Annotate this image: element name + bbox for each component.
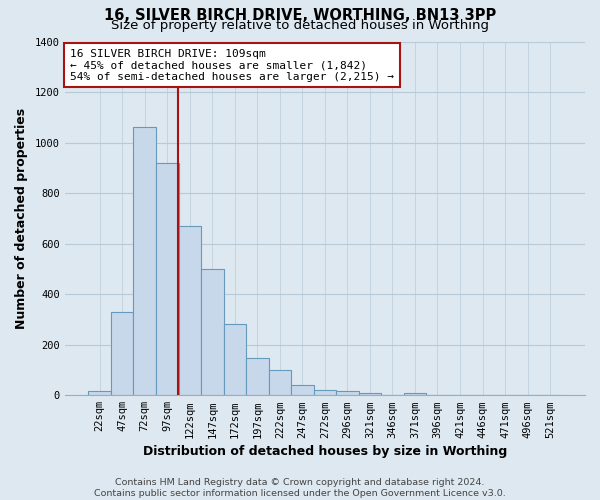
Bar — [336, 390, 359, 395]
Bar — [314, 390, 336, 395]
Bar — [224, 324, 246, 395]
Bar — [156, 163, 179, 395]
Bar — [133, 128, 156, 395]
X-axis label: Distribution of detached houses by size in Worthing: Distribution of detached houses by size … — [143, 444, 507, 458]
Bar — [359, 392, 381, 395]
Bar — [269, 370, 291, 395]
Bar — [246, 358, 269, 395]
Y-axis label: Number of detached properties: Number of detached properties — [15, 108, 28, 329]
Bar — [201, 269, 224, 395]
Bar — [291, 385, 314, 395]
Bar — [111, 312, 133, 395]
Text: Size of property relative to detached houses in Worthing: Size of property relative to detached ho… — [111, 18, 489, 32]
Bar — [179, 226, 201, 395]
Text: Contains HM Land Registry data © Crown copyright and database right 2024.
Contai: Contains HM Land Registry data © Crown c… — [94, 478, 506, 498]
Text: 16, SILVER BIRCH DRIVE, WORTHING, BN13 3PP: 16, SILVER BIRCH DRIVE, WORTHING, BN13 3… — [104, 8, 496, 22]
Bar — [404, 392, 426, 395]
Bar — [88, 390, 111, 395]
Text: 16 SILVER BIRCH DRIVE: 109sqm
← 45% of detached houses are smaller (1,842)
54% o: 16 SILVER BIRCH DRIVE: 109sqm ← 45% of d… — [70, 48, 394, 82]
